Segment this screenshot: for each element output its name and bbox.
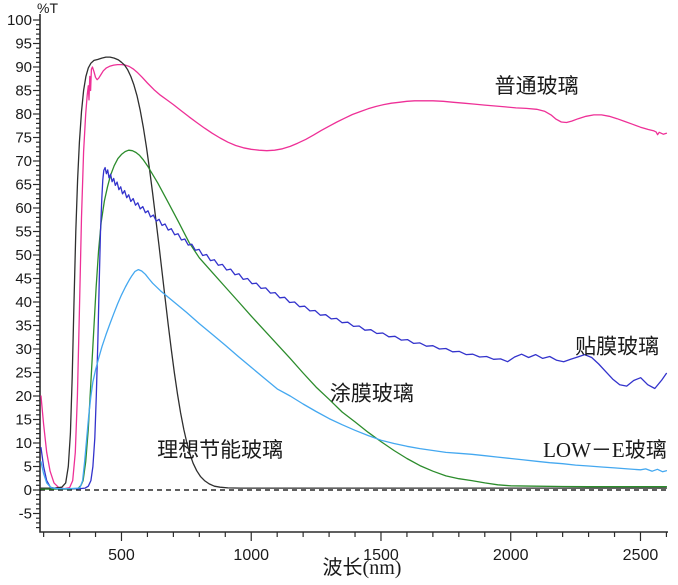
y-tick-label: -5: [19, 506, 32, 523]
series-line-low-e-glass: [40, 268, 668, 490]
axes-layer: -5 0 5 10 15 20 25 30 35 40 45 50 55 60 65 70 75 80 85 90 95…: [7, 12, 668, 564]
series-line-coated-film-glass: [40, 149, 668, 490]
x-tick-label: 1000: [233, 547, 269, 564]
series-line-applied-film-glass: [40, 166, 668, 490]
y-axis-unit-label: %T: [37, 0, 58, 16]
x-tick-label: 2000: [493, 547, 529, 564]
y-tick-label: 50: [15, 247, 32, 264]
y-tick-label: 55: [15, 224, 32, 241]
y-tick-label: 65: [15, 177, 32, 194]
x-axis-title: 波长(nm): [323, 556, 402, 579]
y-tick-label: 100: [7, 12, 32, 29]
y-tick-label: 20: [15, 388, 32, 405]
series-label-ideal-energy-saving-glass: 理想节能玻璃: [157, 438, 283, 462]
series-label-applied-film-glass: 贴膜玻璃: [575, 335, 659, 359]
y-tick-label: 60: [15, 200, 32, 217]
series-layer: [40, 56, 668, 490]
y-tick-label: 10: [15, 435, 32, 452]
y-tick-label: 85: [15, 83, 32, 100]
x-tick-label: 2500: [623, 547, 659, 564]
y-tick-label: 40: [15, 294, 32, 311]
y-tick-label: 15: [15, 412, 32, 429]
y-tick-label: 30: [15, 341, 32, 358]
y-tick-label: 80: [15, 106, 32, 123]
series-label-ordinary-glass: 普通玻璃: [495, 74, 579, 98]
series-label-coated-film-glass: 涂膜玻璃: [330, 382, 414, 406]
series-line-ideal-energy-saving-glass: [40, 56, 668, 489]
y-tick-label: 75: [15, 130, 32, 147]
y-tick-label: 0: [24, 482, 32, 499]
x-tick-label: 500: [108, 547, 135, 564]
y-tick-label: 5: [24, 459, 32, 476]
y-tick-label: 45: [15, 271, 32, 288]
y-tick-label: 25: [15, 365, 32, 382]
x-tick-label: 1500: [363, 547, 399, 564]
series-line-ordinary-glass: [40, 63, 668, 490]
y-tick-label: 90: [15, 59, 32, 76]
y-tick-label: 95: [15, 36, 32, 53]
y-tick-label: 70: [15, 153, 32, 170]
y-tick-label: 35: [15, 318, 32, 335]
series-label-low-e-glass: LOW－E玻璃: [543, 438, 667, 462]
